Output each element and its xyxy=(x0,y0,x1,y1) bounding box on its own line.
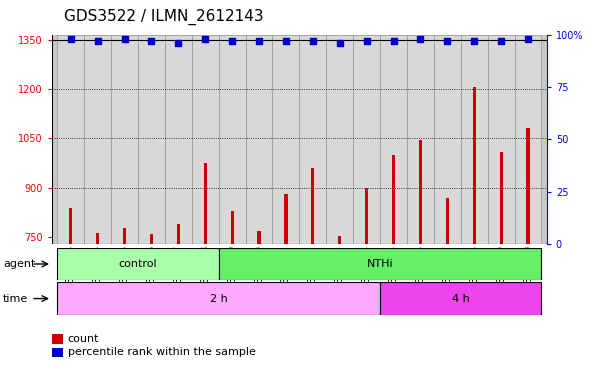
Text: GDS3522 / ILMN_2612143: GDS3522 / ILMN_2612143 xyxy=(64,9,264,25)
Text: 4 h: 4 h xyxy=(452,293,470,304)
Text: count: count xyxy=(68,334,100,344)
Bar xyxy=(284,194,288,384)
Bar xyxy=(461,35,488,244)
Point xyxy=(93,38,103,44)
Point xyxy=(335,40,345,46)
Text: agent: agent xyxy=(3,259,35,269)
Bar xyxy=(123,228,126,384)
Bar xyxy=(311,168,315,384)
Point xyxy=(254,38,264,44)
Bar xyxy=(111,35,138,244)
Bar xyxy=(273,35,299,244)
Bar xyxy=(353,35,380,244)
Bar xyxy=(419,140,422,384)
Point xyxy=(389,38,398,44)
Bar xyxy=(246,35,273,244)
Bar xyxy=(380,35,407,244)
Point xyxy=(523,36,533,42)
Bar xyxy=(514,35,541,244)
Bar xyxy=(230,211,234,384)
Point xyxy=(362,38,371,44)
Text: time: time xyxy=(3,293,28,304)
Bar xyxy=(96,233,99,384)
Point xyxy=(469,38,479,44)
Point xyxy=(174,40,183,46)
Point xyxy=(120,36,130,42)
Bar xyxy=(203,163,207,384)
Bar xyxy=(57,35,84,244)
Bar xyxy=(219,248,541,280)
Bar xyxy=(84,35,111,244)
Bar xyxy=(69,208,72,384)
Point xyxy=(227,38,237,44)
Bar xyxy=(473,87,476,384)
Bar xyxy=(527,129,530,384)
Bar xyxy=(257,231,261,384)
Point xyxy=(496,38,506,44)
Bar xyxy=(57,282,380,315)
Bar xyxy=(219,35,246,244)
Point xyxy=(147,38,156,44)
Bar xyxy=(488,35,514,244)
Bar xyxy=(380,282,541,315)
Bar xyxy=(326,35,353,244)
Bar xyxy=(392,155,395,384)
Point xyxy=(442,38,452,44)
Text: NTHi: NTHi xyxy=(367,259,393,269)
Bar xyxy=(434,35,461,244)
Bar xyxy=(57,248,219,280)
Bar xyxy=(150,234,153,384)
Point xyxy=(308,38,318,44)
Bar xyxy=(192,35,219,244)
Text: 2 h: 2 h xyxy=(210,293,227,304)
Bar xyxy=(338,236,342,384)
Point xyxy=(415,36,425,42)
Point xyxy=(281,38,291,44)
Bar xyxy=(138,35,165,244)
Bar xyxy=(407,35,434,244)
Text: percentile rank within the sample: percentile rank within the sample xyxy=(68,347,255,358)
Bar xyxy=(299,35,326,244)
Bar xyxy=(500,152,503,384)
Bar xyxy=(445,198,449,384)
Point xyxy=(200,36,210,42)
Bar xyxy=(365,188,368,384)
Bar xyxy=(177,224,180,384)
Point xyxy=(66,36,76,42)
Bar xyxy=(165,35,192,244)
Text: control: control xyxy=(119,259,157,269)
